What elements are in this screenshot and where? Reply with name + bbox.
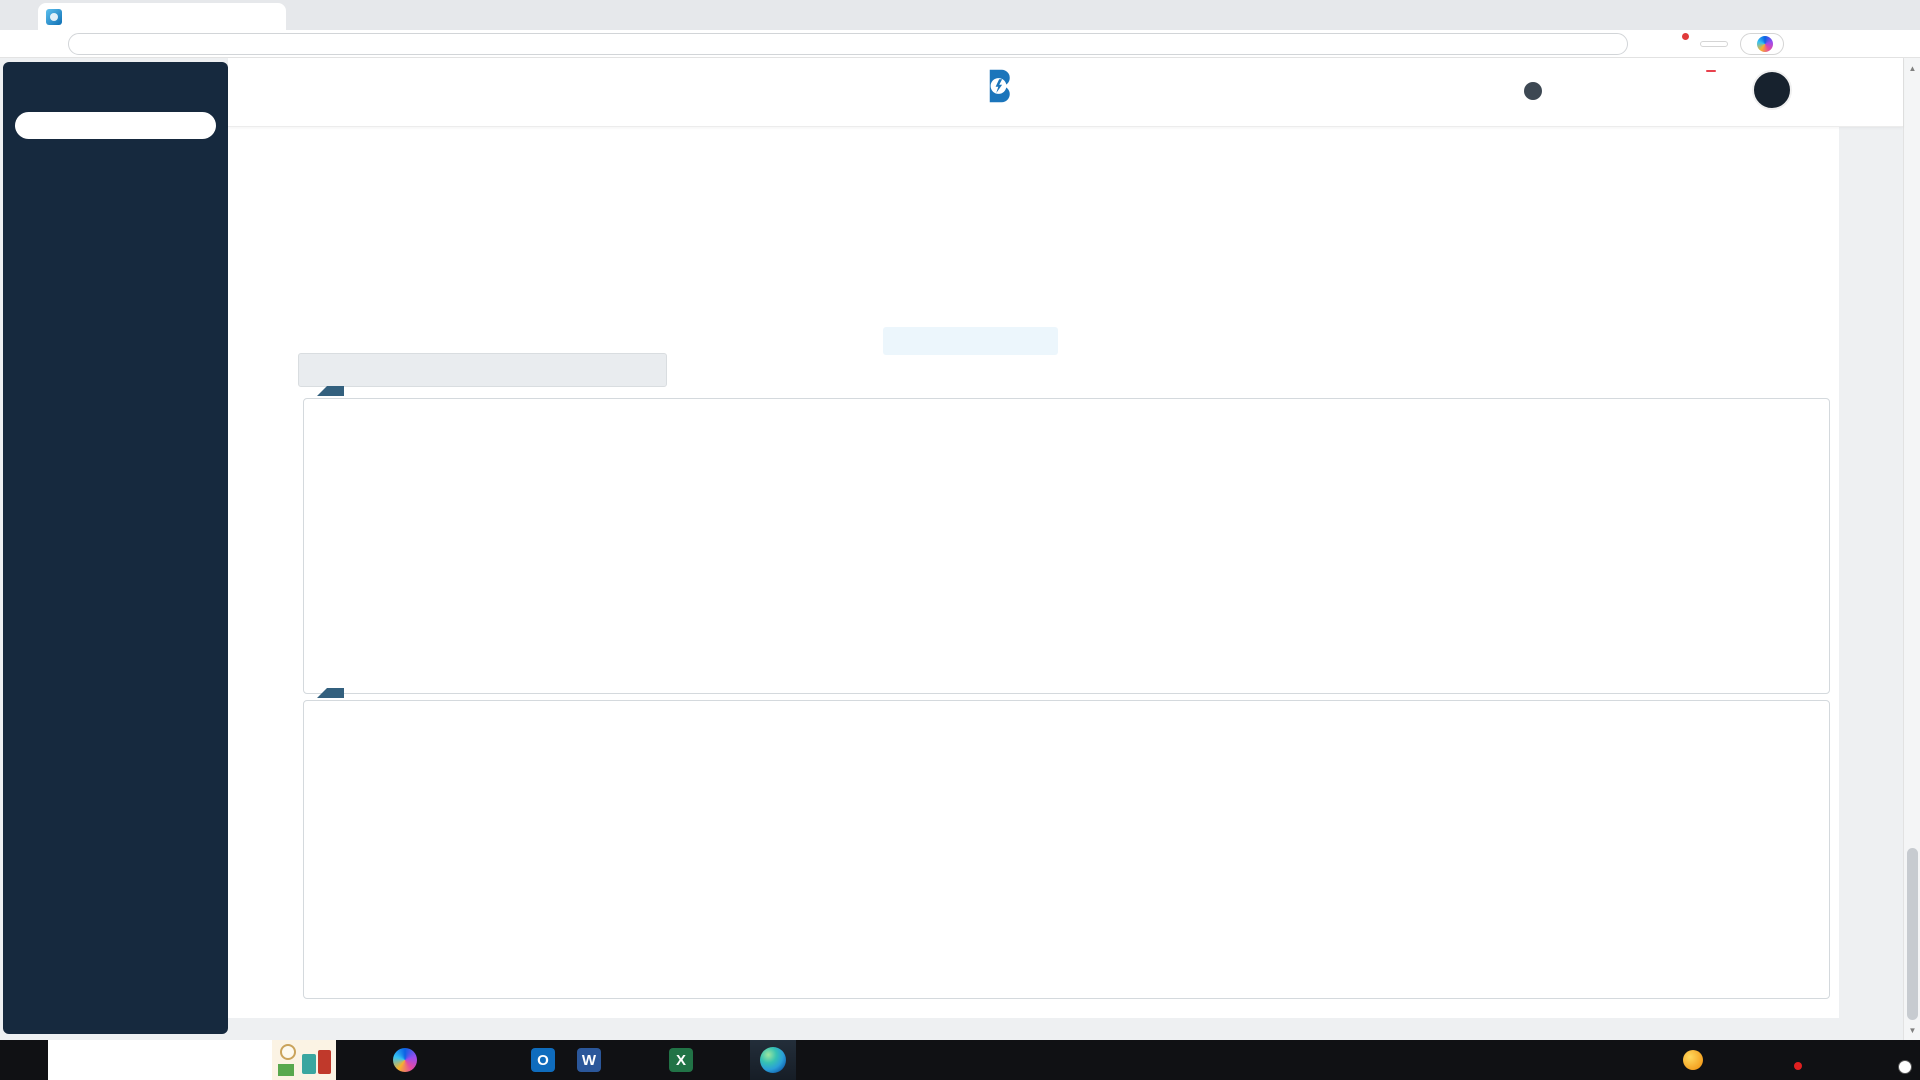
favorite-star-icon[interactable]	[1603, 37, 1617, 51]
bell-icon	[1696, 80, 1722, 106]
notification-bell[interactable]	[1696, 70, 1722, 108]
content-gutter	[1839, 127, 1903, 1040]
tray-network-icon[interactable]	[1810, 1052, 1826, 1068]
system-tray	[1683, 1040, 1920, 1080]
window-maximize-button[interactable]	[1828, 0, 1874, 28]
window-controls	[1782, 0, 1920, 28]
outlook-icon[interactable]: O	[520, 1040, 566, 1080]
taskbar-apps: O W X	[336, 1040, 796, 1080]
app-icon-red[interactable]	[612, 1040, 658, 1080]
window-close-button[interactable]	[1874, 0, 1920, 28]
tray-volume-icon[interactable]	[1837, 1052, 1853, 1068]
taskbar-search-icon	[60, 1053, 75, 1068]
action-center-button[interactable]	[1886, 1051, 1912, 1074]
avatar[interactable]	[1752, 70, 1792, 110]
action-center-badge	[1898, 1060, 1912, 1074]
scroll-down-icon[interactable]: ▼	[1908, 1025, 1917, 1035]
taskbar-search[interactable]	[48, 1040, 336, 1080]
word-icon[interactable]: W	[566, 1040, 612, 1080]
start-button[interactable]	[0, 1040, 48, 1080]
tray-screenshare-icon[interactable]	[1783, 1052, 1802, 1070]
tab-actions-icon[interactable]	[13, 8, 29, 24]
scroll-up-icon[interactable]: ▲	[1908, 63, 1917, 73]
chevron-down-icon	[1524, 82, 1542, 100]
scrollbar-thumb[interactable]	[1907, 848, 1918, 1020]
back-icon[interactable]	[12, 36, 28, 52]
tod-panel	[303, 688, 1830, 999]
zoom-icon[interactable]	[1559, 37, 1573, 51]
browser-profile-icon[interactable]	[1668, 31, 1690, 54]
edge-icon[interactable]	[750, 1040, 796, 1080]
notification-badge	[1706, 70, 1716, 72]
ms-store-icon[interactable]	[474, 1040, 520, 1080]
user-details-dropdown[interactable]	[1516, 82, 1542, 100]
task-view-button[interactable]	[336, 1040, 382, 1080]
hamburger-icon[interactable]	[194, 78, 212, 94]
lock-icon	[79, 37, 93, 51]
copilot-app-icon[interactable]	[382, 1040, 428, 1080]
browser-toolbar	[0, 30, 1920, 58]
tod-title	[316, 688, 344, 698]
search-box-illustration	[272, 1040, 336, 1080]
contract-demand-input[interactable]	[298, 353, 667, 387]
window-minimize-button[interactable]	[1782, 0, 1828, 28]
page-scrollbar[interactable]: ▲ ▼	[1903, 58, 1920, 1040]
read-aloud-icon[interactable]	[1581, 37, 1595, 51]
refresh-icon[interactable]	[40, 36, 56, 52]
weather-sun-icon[interactable]	[1683, 1050, 1703, 1070]
taskbar: O W X	[0, 1040, 1920, 1080]
account-details-panel	[303, 386, 1830, 694]
search-icon[interactable]	[192, 118, 206, 132]
browser-tab-strip	[0, 0, 1920, 30]
address-bar[interactable]	[68, 32, 1628, 55]
person-icon	[1761, 79, 1783, 101]
sidebar	[3, 62, 228, 1034]
update-button[interactable]	[1700, 40, 1728, 47]
browser-tab[interactable]	[38, 3, 286, 30]
page: ▲ ▼	[0, 58, 1920, 1040]
tab-favicon-icon	[46, 8, 62, 25]
content	[228, 127, 1903, 1040]
account-details-title	[316, 386, 344, 396]
tray-tablet-icon[interactable]	[1756, 1052, 1772, 1068]
sidebar-search-input[interactable]	[15, 112, 216, 139]
content-bottom-strip	[228, 1018, 1839, 1040]
bescom-logo	[983, 66, 1019, 118]
copilot-icon	[1757, 35, 1773, 52]
internet-explorer-icon[interactable]	[704, 1040, 750, 1080]
windows-logo-icon	[16, 1052, 32, 1068]
favorites-bar-icon[interactable]	[1640, 36, 1656, 52]
app-header	[228, 58, 1903, 127]
main-area	[228, 58, 1903, 1040]
tray-expand-icon[interactable]	[1732, 1054, 1745, 1067]
chat-button[interactable]	[1740, 32, 1784, 55]
excel-icon[interactable]: X	[658, 1040, 704, 1080]
file-explorer-icon[interactable]	[428, 1040, 474, 1080]
fullscreen-snip-ghost	[883, 327, 1058, 355]
